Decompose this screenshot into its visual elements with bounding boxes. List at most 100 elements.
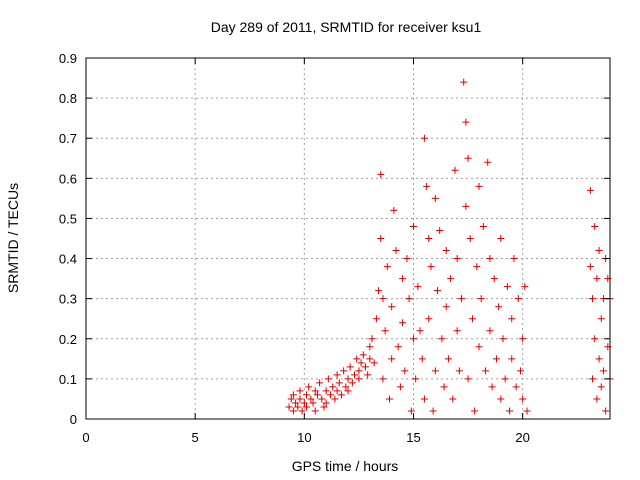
data-point <box>420 395 428 403</box>
data-point <box>453 255 461 263</box>
data-point <box>379 295 387 303</box>
data-point <box>591 335 599 343</box>
data-point <box>289 407 297 415</box>
data-point <box>516 367 524 375</box>
data-point <box>370 359 378 367</box>
data-point <box>390 206 398 214</box>
data-point <box>423 182 431 190</box>
data-point <box>425 315 433 323</box>
data-point <box>379 375 387 383</box>
data-point <box>322 387 330 395</box>
data-point <box>599 367 607 375</box>
data-point <box>289 391 297 399</box>
data-point <box>355 367 363 375</box>
data-point <box>468 315 476 323</box>
data-point <box>383 263 391 271</box>
data-point <box>414 283 422 291</box>
data-point <box>597 315 605 323</box>
data-point <box>523 407 531 415</box>
data-point <box>460 78 468 86</box>
data-point <box>305 383 313 391</box>
data-point <box>294 403 302 411</box>
data-point <box>285 403 293 411</box>
data-point <box>595 247 603 255</box>
y-tick-labels: 0 0.1 0.2 0.3 0.4 0.5 0.6 0.7 0.8 0.9 <box>59 51 77 427</box>
data-point <box>410 335 417 343</box>
data-point <box>479 222 487 230</box>
data-point <box>331 395 339 403</box>
data-point <box>353 355 361 363</box>
x-tick-label: 10 <box>297 430 311 445</box>
data-point <box>444 355 452 363</box>
data-point <box>388 355 396 363</box>
grid-lines <box>86 58 610 419</box>
y-tick-label: 0.3 <box>59 292 77 307</box>
data-point <box>427 263 435 271</box>
data-point <box>497 235 505 242</box>
data-point <box>418 355 426 363</box>
data-point <box>300 399 308 407</box>
data-point <box>372 315 380 323</box>
data-point <box>595 355 603 363</box>
data-point <box>519 395 527 403</box>
data-point <box>346 363 354 371</box>
data-point <box>303 403 311 411</box>
data-point <box>313 391 321 399</box>
plot-frame <box>85 57 611 420</box>
data-point <box>602 407 610 415</box>
data-point <box>586 186 594 194</box>
data-point <box>361 363 369 371</box>
data-point <box>316 379 324 387</box>
data-point <box>377 235 385 242</box>
data-point <box>351 371 359 379</box>
data-point <box>519 335 527 343</box>
data-point <box>388 303 396 311</box>
y-tick-label: 0.1 <box>59 372 77 387</box>
data-point <box>425 235 433 242</box>
data-point <box>490 275 498 283</box>
data-point <box>381 327 389 335</box>
data-point <box>320 403 328 411</box>
y-tick-label: 0.6 <box>59 171 77 186</box>
data-point <box>458 295 466 303</box>
data-point <box>488 383 496 391</box>
y-tick-label: 0.7 <box>59 131 77 146</box>
x-tick-label: 15 <box>406 430 420 445</box>
data-point <box>431 367 439 375</box>
data-point <box>303 391 311 399</box>
data-point <box>503 283 511 291</box>
data-point <box>434 287 442 295</box>
data-point <box>486 327 494 335</box>
data-point <box>348 379 356 387</box>
data-point <box>329 383 337 391</box>
data-point <box>416 327 424 335</box>
data-point <box>333 387 341 395</box>
data-point <box>401 367 409 375</box>
data-point <box>510 255 518 263</box>
data-point <box>287 395 295 403</box>
data-point <box>462 118 470 126</box>
axis-ticks <box>85 57 610 420</box>
data-point <box>455 367 463 375</box>
data-point <box>586 263 594 271</box>
data-point <box>486 255 494 263</box>
data-point <box>429 407 437 415</box>
data-point <box>506 407 514 415</box>
x-tick-label: 20 <box>515 430 529 445</box>
data-point <box>366 355 374 363</box>
data-point <box>462 202 470 210</box>
y-tick-label: 0.8 <box>59 91 77 106</box>
data-point <box>357 359 365 367</box>
data-point <box>333 371 341 379</box>
data-point <box>449 395 457 403</box>
x-axis-label: GPS time / hours <box>292 458 399 474</box>
data-point <box>412 375 420 383</box>
data-point <box>521 283 529 291</box>
data-point <box>407 407 415 415</box>
y-tick-label: 0.4 <box>59 252 77 267</box>
data-point <box>591 222 599 230</box>
data-point <box>322 399 330 407</box>
data-point <box>438 335 446 343</box>
data-point <box>298 407 306 415</box>
